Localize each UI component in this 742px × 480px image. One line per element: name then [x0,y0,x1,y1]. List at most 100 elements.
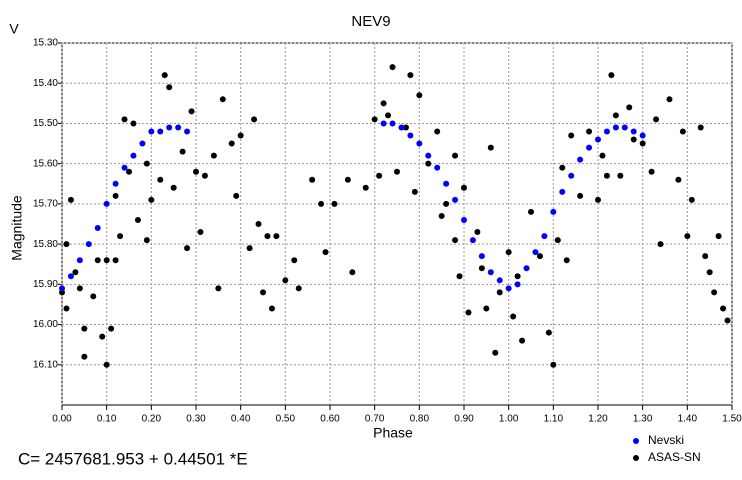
x-tick-label: 0.80 [410,414,430,425]
legend-marker [633,455,639,461]
data-point [148,196,155,203]
data-point [702,253,709,260]
data-point [170,184,177,191]
data-point [514,273,521,280]
plot-area [61,42,733,406]
data-point [94,225,101,232]
data-point [478,265,485,272]
data-point [452,237,459,244]
data-point [193,168,199,175]
y-tick-label: 15.50 [33,118,58,129]
data-point [139,140,146,147]
data-point [260,289,266,296]
data-point [179,148,186,155]
data-point [657,241,664,248]
data-point [626,104,633,111]
data-point [523,265,530,272]
data-point [282,277,289,284]
data-point [425,160,432,167]
data-point [688,196,695,203]
data-point [264,233,271,240]
data-point [291,257,298,264]
data-point [130,152,137,159]
x-tick-label: 1.50 [722,414,742,425]
data-point [81,325,88,332]
data-point [541,233,548,240]
x-tick-label: 0.60 [320,414,340,425]
y-tick-label: 15.30 [33,38,58,49]
data-point [684,233,691,240]
y-axis-label: Magnitude [9,195,25,261]
data-point [233,192,240,199]
data-point [568,172,575,179]
data-point [550,208,557,215]
data-point [505,249,512,256]
legend-label: ASAS-SN [648,450,701,464]
data-point [528,208,534,215]
x-tick-label: 1.20 [588,414,608,425]
data-point [416,92,423,99]
data-point [487,269,494,276]
data-point [434,164,441,171]
data-point [720,305,727,312]
data-point [130,120,137,127]
data-point [465,309,472,316]
data-point [608,72,615,79]
data-point [438,212,445,219]
data-point [492,349,499,356]
data-point [371,116,378,123]
data-point [505,285,512,292]
data-point [108,325,115,332]
data-point [215,285,222,292]
data-point [617,172,624,179]
data-point [715,233,722,240]
data-point [443,200,450,207]
data-point [648,168,655,175]
data-point [653,116,660,123]
data-point [452,196,459,203]
data-point [545,329,552,336]
data-point [385,112,392,119]
data-point [496,289,503,296]
data-point [586,144,593,151]
data-point [157,176,164,183]
data-point [474,229,481,236]
data-point [380,100,387,107]
data-point [478,253,485,260]
data-point [103,257,110,264]
data-point [639,132,646,139]
data-point [595,196,601,203]
data-point [452,152,459,159]
x-tick-label: 0.40 [231,414,251,425]
data-point [112,180,119,187]
footer: C= 2457681.953 + 0.44501 *E [18,449,248,468]
y-tick-label: 15.60 [33,158,58,169]
data-point [331,200,338,207]
data-point [175,124,182,131]
data-point [434,128,441,135]
data-point [559,188,566,195]
data-point [456,273,463,280]
chart-title: NEV9 [351,13,390,30]
x-tick-label: 1.40 [678,414,698,425]
data-point [188,108,195,115]
data-point [134,216,141,223]
y-tick-label: 16.00 [33,319,58,330]
data-point [76,257,83,264]
data-point [94,257,101,264]
data-point [425,152,432,159]
data-point [67,273,74,280]
data-point [398,124,405,131]
data-point [143,160,150,167]
data-point [72,269,79,276]
data-point [76,285,83,292]
data-point [255,221,262,227]
data-point [121,164,128,171]
data-point [81,353,88,360]
data-point [550,361,557,368]
data-point [469,237,476,244]
data-point [461,216,467,223]
x-axis-label: Phase [373,425,413,441]
data-point [157,128,164,135]
data-point [411,188,418,195]
